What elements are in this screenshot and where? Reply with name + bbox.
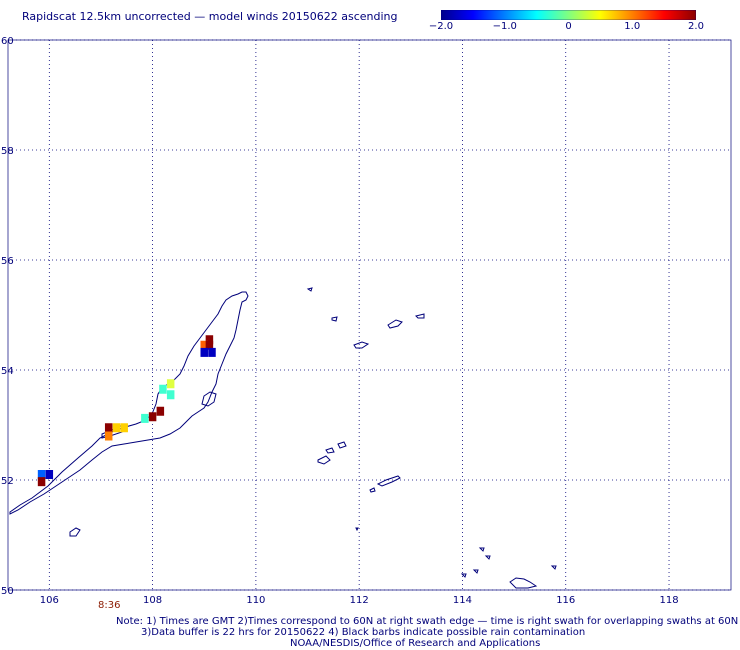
longitude-label: 118 bbox=[659, 595, 678, 606]
coastline bbox=[9, 287, 557, 589]
wind-difference-cell bbox=[156, 406, 165, 416]
colorbar-tick-label: −2.0 bbox=[428, 21, 454, 32]
longitude-label: 110 bbox=[246, 595, 265, 606]
latitude-label: 58 bbox=[1, 146, 14, 157]
small-lake bbox=[317, 455, 331, 465]
small-lake bbox=[369, 487, 376, 493]
wind-difference-cell bbox=[205, 335, 214, 345]
wind-difference-cell bbox=[104, 423, 113, 433]
wind-difference-cell bbox=[37, 470, 46, 479]
colorbar bbox=[441, 10, 696, 20]
small-lake bbox=[355, 527, 359, 532]
small-lake bbox=[337, 441, 347, 449]
wind-difference-cell bbox=[148, 412, 157, 422]
small-lake bbox=[325, 447, 335, 454]
latitude-label: 56 bbox=[1, 256, 14, 267]
colorbar-tick-label: 1.0 bbox=[624, 21, 641, 32]
longitude-label: 116 bbox=[556, 595, 575, 606]
longitude-label: 114 bbox=[453, 595, 472, 606]
graticule bbox=[8, 39, 731, 591]
map-frame bbox=[7, 39, 732, 591]
wind-difference-cell bbox=[205, 340, 214, 350]
axis-labels: 106 108 110 112 114 116 118 60 58 56 54 52 50 bbox=[1, 36, 679, 606]
small-lake bbox=[550, 565, 557, 570]
longitude-label: 112 bbox=[350, 595, 369, 606]
small-lake bbox=[387, 319, 403, 329]
longitude-label: 108 bbox=[143, 595, 162, 606]
swath-time-label: 8:36 bbox=[98, 600, 121, 611]
footnote-line-2: 3)Data buffer is 22 hrs for 20150622 4) … bbox=[141, 627, 586, 638]
small-lake bbox=[376, 475, 401, 487]
small-lake bbox=[415, 313, 425, 319]
colorbar-tick-label: 2.0 bbox=[688, 21, 704, 32]
longitude-label: 106 bbox=[40, 595, 59, 606]
svyatoy-nos-peninsula bbox=[201, 391, 217, 407]
latitude-label: 50 bbox=[1, 586, 14, 597]
latitude-label: 60 bbox=[1, 36, 14, 47]
colorbar-tick-label: −1.0 bbox=[492, 21, 517, 32]
wind-difference-cell bbox=[200, 340, 208, 350]
small-lake bbox=[484, 555, 491, 560]
wind-difference-cells bbox=[37, 335, 216, 487]
wind-difference-cell bbox=[37, 477, 46, 487]
footnote-line-1: Note: 1) Times are GMT 2)Times correspon… bbox=[116, 616, 739, 627]
wind-difference-cell bbox=[166, 390, 175, 400]
wind-difference-cell bbox=[120, 423, 128, 433]
map-title: Rapidscat 12.5km uncorrected — model win… bbox=[22, 10, 398, 23]
wind-difference-cell bbox=[208, 347, 216, 357]
latitude-label: 54 bbox=[1, 366, 14, 377]
small-lake bbox=[478, 547, 485, 552]
wind-difference-cell bbox=[141, 413, 149, 423]
latitude-label: 52 bbox=[1, 476, 14, 487]
small-lake bbox=[69, 527, 81, 537]
colorbar-tick-label: 0 bbox=[565, 21, 572, 32]
wind-difference-cell bbox=[45, 470, 54, 479]
small-lake bbox=[353, 341, 370, 349]
small-lake bbox=[460, 573, 467, 578]
wind-difference-cell bbox=[166, 379, 175, 389]
wind-difference-cell bbox=[104, 431, 113, 441]
small-lake bbox=[472, 569, 479, 574]
footnote-line-3: NOAA/NESDIS/Office of Research and Appli… bbox=[290, 638, 541, 649]
small-lake bbox=[509, 577, 538, 589]
wind-difference-cell bbox=[159, 384, 167, 394]
wind-difference-cell bbox=[200, 347, 208, 357]
small-lake bbox=[331, 316, 338, 322]
wind-difference-cell bbox=[112, 423, 121, 433]
small-lake bbox=[306, 287, 313, 292]
